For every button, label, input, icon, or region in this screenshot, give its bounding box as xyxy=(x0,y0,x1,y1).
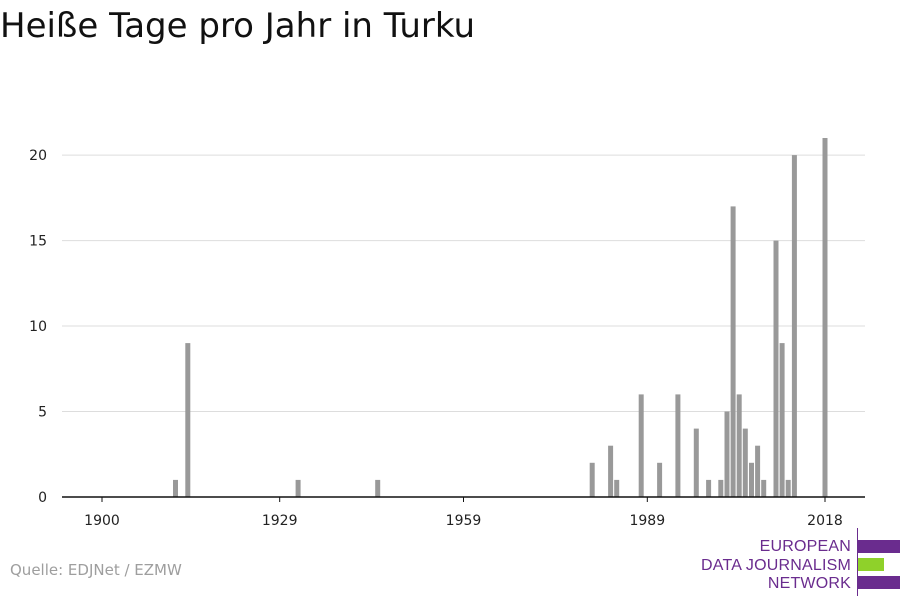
bar-1997 xyxy=(693,428,699,497)
edjnet-logo: EUROPEAN DATA JOURNALISM NETWORK xyxy=(700,528,900,596)
bar-2011 xyxy=(779,343,785,497)
logo-bar-top xyxy=(858,540,900,553)
y-tick-label: 15 xyxy=(29,234,47,250)
logo-divider xyxy=(857,528,858,596)
x-tick-label: 1959 xyxy=(446,513,482,529)
bar-2018 xyxy=(822,138,828,497)
source-note: Quelle: EDJNet / EZMW xyxy=(10,561,182,579)
bar-1914 xyxy=(185,343,191,497)
y-tick-label: 0 xyxy=(38,490,47,506)
bar-2013 xyxy=(791,155,797,497)
y-tick-labels: 0 5 10 15 20 xyxy=(29,148,47,506)
bar-2010 xyxy=(773,240,779,497)
bar-2001 xyxy=(718,479,724,497)
bar-2003 xyxy=(730,206,736,497)
bar-1988 xyxy=(638,394,644,497)
bar-1994 xyxy=(675,394,681,497)
bar-1912 xyxy=(173,479,178,497)
logo-bar-middle xyxy=(858,558,884,571)
y-tick-label: 5 xyxy=(38,405,47,421)
bar-1999 xyxy=(706,479,712,497)
x-tick-label: 1989 xyxy=(629,513,665,529)
bars xyxy=(173,138,828,497)
bar-2008 xyxy=(761,479,767,497)
bar-2002 xyxy=(724,411,730,497)
x-tick-label: 1929 xyxy=(262,513,298,529)
x-tick-labels: 1900 1929 1959 1989 2018 xyxy=(84,513,843,529)
chart-title: Heiße Tage pro Jahr in Turku xyxy=(0,6,476,46)
x-tick-label: 1900 xyxy=(84,513,120,529)
bar-2005 xyxy=(742,428,748,497)
logo-line-european: EUROPEAN xyxy=(759,538,851,555)
bar-1991 xyxy=(657,462,663,497)
logo-line-network: NETWORK xyxy=(767,575,851,592)
bar-1945 xyxy=(375,479,381,497)
bar-2004 xyxy=(736,394,742,497)
x-tick-label: 2018 xyxy=(807,513,843,529)
y-tick-label: 20 xyxy=(29,148,47,164)
bar-2012 xyxy=(785,479,791,497)
axes xyxy=(62,496,865,502)
bar-2006 xyxy=(749,462,754,497)
y-tick-label: 10 xyxy=(29,319,47,335)
bar-1980 xyxy=(589,462,595,497)
gridlines xyxy=(62,154,865,413)
bar-1984 xyxy=(614,479,620,497)
logo-bar-bottom xyxy=(858,576,900,589)
bar-1983 xyxy=(608,445,614,497)
chart: 0 5 10 15 20 1900 1929 1959 1989 2018 xyxy=(29,138,865,529)
logo-line-data-journalism: DATA JOURNALISM xyxy=(701,557,851,574)
bar-1932 xyxy=(295,479,301,497)
bar-2007 xyxy=(755,445,761,497)
